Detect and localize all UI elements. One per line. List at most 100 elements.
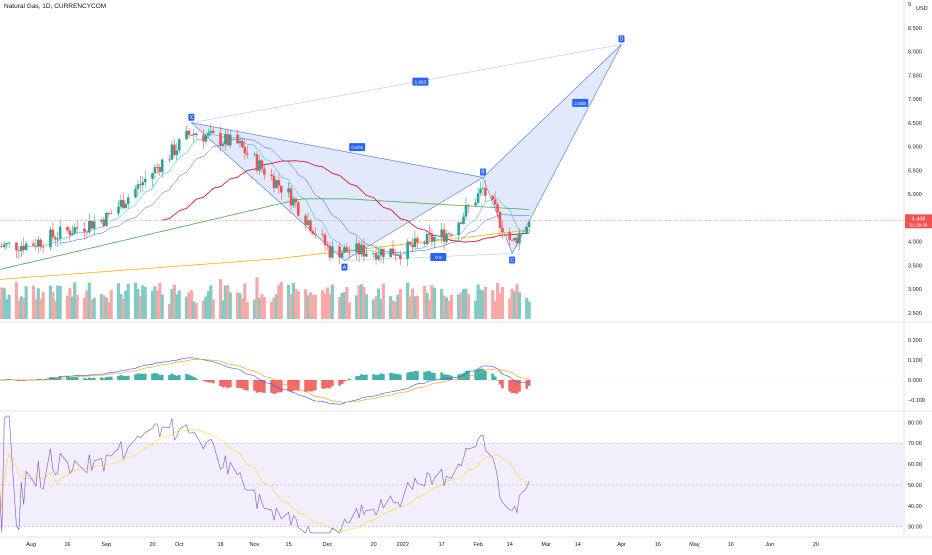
- candle-body: [357, 243, 361, 255]
- candle-body: [306, 220, 310, 225]
- volume-bar: [510, 288, 514, 319]
- candle-body: [272, 176, 276, 189]
- volume-bar: [184, 296, 189, 319]
- volume-bar: [376, 288, 381, 319]
- volume-bar: [119, 293, 123, 319]
- macd-histogram-bar: [121, 375, 125, 380]
- candle-body: [518, 232, 521, 244]
- time-tick-label: 20: [813, 542, 819, 548]
- macd-histogram-bar: [445, 374, 448, 380]
- volume-bar: [124, 290, 128, 319]
- candle-body: [258, 160, 261, 171]
- candle-body: [124, 204, 128, 209]
- macd-histogram-bar: [464, 371, 468, 380]
- candle-body: [117, 206, 120, 214]
- volume-bar: [209, 285, 213, 319]
- macd-histogram-bar: [277, 380, 281, 393]
- macd-histogram-bar: [119, 374, 123, 380]
- candle-body: [160, 159, 164, 173]
- candle-body: [304, 215, 307, 225]
- candle-body: [260, 160, 264, 169]
- macd-histogram-bar: [493, 376, 497, 380]
- candle-body: [326, 244, 329, 246]
- macd-histogram-bar: [202, 380, 205, 381]
- time-tick-label: May: [689, 542, 700, 548]
- candle-body: [194, 133, 198, 136]
- volume-bar: [372, 299, 376, 319]
- macd-tick-label: 0.000: [908, 378, 922, 384]
- macd-histogram-bar: [398, 374, 402, 380]
- macd-histogram-bar: [432, 373, 436, 380]
- ratio-badge: [572, 98, 589, 107]
- macd-histogram-bar: [189, 375, 193, 380]
- macd-histogram-bar: [364, 374, 368, 380]
- candle-body: [372, 253, 375, 254]
- candle-body: [22, 245, 26, 250]
- candle-body: [413, 238, 417, 248]
- macd-tick-label: 0.100: [908, 358, 922, 364]
- rsi-tick-label: 30.00: [908, 525, 922, 531]
- macd-histogram-bar: [496, 379, 499, 381]
- volume-bar: [359, 284, 364, 319]
- macd-histogram-bar: [518, 380, 521, 392]
- time-tick-label: 16: [728, 542, 734, 548]
- candle-body: [445, 233, 448, 242]
- macd-histogram-bar: [160, 374, 164, 380]
- candle-body: [416, 238, 419, 243]
- candle-body: [228, 134, 232, 146]
- volume-bar: [65, 295, 70, 319]
- volume-bar: [82, 297, 87, 319]
- candle-body: [126, 197, 130, 205]
- volume-bar: [172, 284, 176, 319]
- volume-bar: [121, 298, 125, 319]
- volume-bar: [423, 285, 427, 319]
- candle-body: [168, 159, 171, 161]
- macd-histogram-bar: [85, 378, 89, 380]
- volume-bar: [311, 294, 315, 319]
- pattern-bcd: [482, 44, 622, 255]
- candle-body: [192, 133, 196, 136]
- candle-body: [292, 198, 295, 206]
- candle-body: [177, 139, 181, 151]
- volume-bar: [136, 289, 140, 319]
- candle-body: [277, 180, 281, 186]
- volume-bar: [2, 288, 6, 319]
- time-tick-label: 15: [286, 542, 292, 548]
- candle-body: [275, 180, 278, 189]
- pattern-label-a: A: [343, 265, 347, 271]
- volume-bar: [240, 298, 245, 319]
- volume-bar: [204, 296, 208, 319]
- candle-body: [7, 242, 11, 244]
- macd-histogram-bar: [226, 380, 230, 389]
- macd-histogram-bar: [87, 377, 91, 380]
- pattern-point-a: [341, 263, 348, 271]
- macd-histogram-bar: [158, 375, 162, 380]
- pattern-point-x: [188, 113, 195, 121]
- candle-body: [479, 188, 482, 194]
- volume-bar: [107, 302, 111, 319]
- time-tick-label: Aug: [26, 542, 36, 548]
- volume-bar: [345, 286, 349, 319]
- macd-histogram-bar: [243, 380, 247, 390]
- volume-bar: [491, 290, 495, 319]
- volume-bar: [466, 294, 470, 319]
- ratio-label: 0.9: [435, 255, 442, 260]
- macd-histogram-bar: [236, 380, 239, 388]
- macd-histogram-bar: [134, 374, 137, 380]
- time-tick-label: 14: [575, 542, 581, 548]
- price-tick-label: 5.500: [908, 168, 922, 174]
- candle-body: [423, 242, 426, 244]
- volume-bar: [508, 298, 512, 319]
- price-tick-label: 8.500: [908, 26, 922, 32]
- candle-body: [501, 227, 504, 233]
- candle-body: [527, 221, 531, 228]
- candle-body: [73, 227, 77, 234]
- time-tick-label: 18: [217, 542, 223, 548]
- candle-body: [365, 253, 368, 257]
- macd-histogram-bar: [501, 380, 504, 389]
- ma-50-line: [162, 160, 530, 243]
- volume-bar: [500, 286, 505, 319]
- time-tick-label: Nov: [250, 542, 260, 548]
- time-tick-label: Jun: [765, 542, 774, 548]
